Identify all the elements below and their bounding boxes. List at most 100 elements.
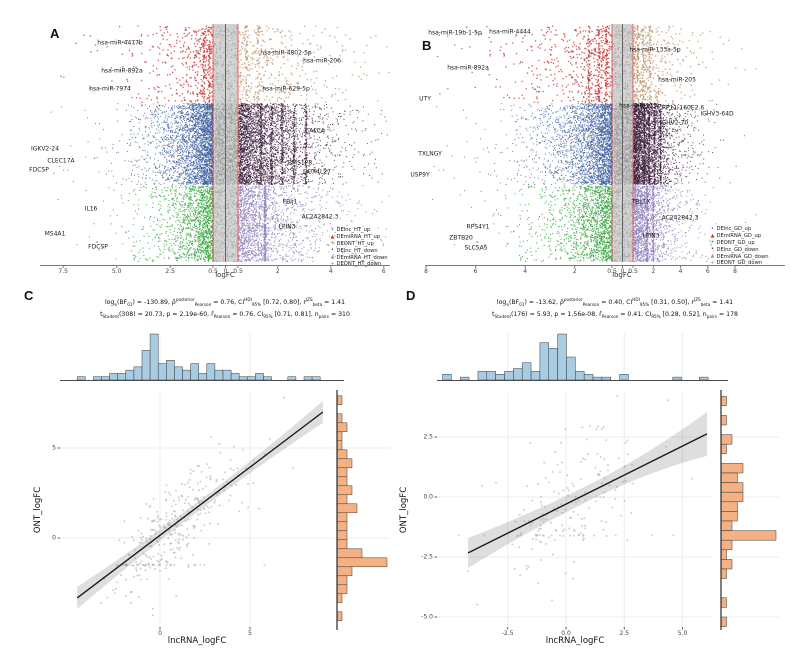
gene-label: SLC5A5 bbox=[464, 244, 488, 252]
legend-item-label: DEmiRNA_HT_down bbox=[336, 254, 388, 261]
legend-item-label: DEONT_GD_down bbox=[716, 260, 763, 267]
x-tick-label-a: 7.5 bbox=[58, 267, 68, 275]
gene-label: AC242842.3 bbox=[661, 214, 699, 222]
legend-marker-icon: ▲ bbox=[710, 253, 715, 260]
gene-label: hsa-miR-892a bbox=[101, 67, 143, 75]
gene-label: hsa-miR-892a bbox=[447, 64, 489, 72]
gene-label: ZBTB20 bbox=[449, 234, 473, 242]
x-tick-label-b: 4 bbox=[678, 267, 683, 275]
legend-marker-icon: • bbox=[331, 226, 334, 233]
panel-a-xaxis-label: logFC bbox=[215, 271, 235, 279]
panel-c-yaxis-label: ONT_logFC bbox=[33, 486, 43, 534]
legend-marker-icon: • bbox=[331, 247, 334, 254]
x-tick-label-d: 0.0 bbox=[561, 629, 571, 637]
legend-marker-icon: + bbox=[710, 239, 715, 246]
x-tick-label-a: 0.5 bbox=[208, 267, 218, 275]
gene-label: TBL1X bbox=[631, 198, 651, 206]
y-tick-label-d: 0.0 bbox=[423, 493, 433, 501]
legend-item: ▲ DEmiRNA_HT_down bbox=[330, 254, 388, 261]
y-tick-label-d: -2.5 bbox=[421, 553, 433, 561]
y-tick-label-d: 2.5 bbox=[423, 433, 433, 441]
legend-marker-icon: + bbox=[710, 259, 715, 266]
gene-label: RPS4Y1 bbox=[466, 223, 490, 231]
gene-label: BMS1P8 bbox=[287, 159, 313, 167]
x-tick-label-a: 4 bbox=[328, 267, 333, 275]
y-tick-label-d: -5.0 bbox=[421, 613, 433, 621]
gene-label: hsa-miR-4802-5p bbox=[260, 49, 312, 57]
gene-label: hsa-miR-133b bbox=[619, 102, 661, 110]
legend-item: + DEONT_GD_down bbox=[710, 260, 769, 267]
gene-label: FDCSP bbox=[29, 166, 49, 174]
gene-label: hsa-miR-206 bbox=[303, 57, 341, 65]
gene-label: LPIN3 bbox=[642, 232, 660, 240]
x-tick-label-d: 2.5 bbox=[619, 629, 630, 637]
gene-label: UTY bbox=[419, 95, 431, 103]
panel-c-tag: C bbox=[24, 288, 34, 303]
legend-item: ▲ DEmiRNA_GD_down bbox=[710, 253, 769, 260]
legend-item: + DEONT_HT_up bbox=[330, 241, 388, 248]
x-tick-label-a: 2 bbox=[275, 267, 280, 275]
gene-label: MS4A1 bbox=[44, 230, 66, 238]
legend-item-label: DEmiRNA_HT_up bbox=[336, 234, 381, 241]
legend-item-label: DElnc_GD_down bbox=[716, 246, 759, 253]
gene-label: IL16 bbox=[84, 205, 98, 213]
y-tick-label-c: 0 bbox=[52, 534, 56, 542]
gene-label: hsa-miR-4444 bbox=[489, 28, 531, 36]
legend-a: • DElnc_HT_up ▲ DEmiRNA_HT_up + DEONT_HT_up • D… bbox=[330, 226, 388, 268]
x-tick-label-b: 6 bbox=[705, 267, 710, 275]
panel-d-yaxis-label: ONT_logFC bbox=[399, 486, 409, 534]
gene-label: hsa-miR-133a-5p bbox=[629, 46, 681, 54]
legend-item-label: DEONT_GD_up bbox=[716, 239, 755, 246]
panel-d-stats-line1: loge(BF01) = -13.62, ρ̂posteriorPearson … bbox=[496, 296, 734, 308]
x-tick-label-b: 0.5 bbox=[628, 267, 638, 275]
legend-item-label: DElnc_GD_up bbox=[716, 226, 752, 233]
legend-item-label: DEONT_HT_up bbox=[336, 240, 374, 247]
gene-label: DUX4L27 bbox=[303, 168, 331, 176]
legend-item-label: DEONT_HT_down bbox=[336, 261, 382, 268]
legend-b: • DElnc_GD_up ▲ DEmiRNA_GD_up + DEONT_GD_up • D… bbox=[710, 226, 769, 267]
x-tick-label-b: 6 bbox=[473, 267, 478, 275]
gene-label: LPIN3 bbox=[278, 223, 296, 231]
legend-marker-icon: ▲ bbox=[330, 254, 335, 261]
gene-label: IGHV2-70 bbox=[659, 119, 689, 127]
legend-marker-icon: + bbox=[330, 260, 335, 267]
panel-d-stats-line2: tStudent(176) = 5.93, p = 1.56e-08, r̂Pe… bbox=[492, 311, 738, 320]
legend-item: ▲ DEmiRNA_GD_up bbox=[710, 233, 769, 240]
legend-item: • DElnc_HT_down bbox=[330, 247, 388, 254]
legend-marker-icon: • bbox=[711, 225, 714, 232]
panel-d-xaxis-label: lncRNA_logFC bbox=[545, 636, 605, 646]
gene-label: IGKV2-24 bbox=[30, 145, 60, 153]
panel-a-tag: A bbox=[50, 26, 60, 41]
legend-item: + DEONT_GD_up bbox=[710, 240, 769, 247]
x-tick-label-b: 2 bbox=[572, 267, 577, 275]
legend-item: • DElnc_GD_down bbox=[710, 246, 769, 253]
legend-item: • DElnc_GD_up bbox=[710, 226, 769, 233]
x-tick-label-a: 2.5 bbox=[165, 267, 175, 275]
gene-label: IGHV3-64D bbox=[700, 110, 734, 118]
legend-item: ▲ DEmiRNA_HT_up bbox=[330, 234, 388, 241]
legend-item-label: DElnc_HT_down bbox=[336, 247, 378, 254]
panel-d-tag: D bbox=[406, 288, 416, 303]
gene-label: hsa-miR-7974 bbox=[89, 85, 131, 93]
legend-marker-icon: • bbox=[711, 246, 714, 253]
x-tick-label-c: 0 bbox=[158, 629, 162, 637]
legend-item-label: DEmiRNA_GD_up bbox=[716, 233, 762, 240]
legend-marker-icon: ▲ bbox=[710, 232, 715, 239]
legend-marker-icon: ▲ bbox=[330, 233, 335, 240]
gene-label: hsa-miR-4477b bbox=[97, 39, 143, 47]
legend-marker-icon: + bbox=[330, 240, 335, 247]
x-tick-label-b: 8 bbox=[424, 267, 428, 275]
panel-b-tag: B bbox=[422, 38, 432, 53]
gene-label: CALCA bbox=[305, 127, 325, 135]
gene-label: RP11-160E2.6 bbox=[661, 104, 705, 112]
x-tick-label-b: 0 bbox=[620, 267, 625, 275]
panel-c-xaxis-label: lncRNA_logFC bbox=[167, 636, 227, 646]
panel-b-xaxis-label: logFC bbox=[612, 271, 632, 279]
x-tick-label-a: 0 bbox=[223, 267, 228, 275]
x-tick-label-c: 5 bbox=[248, 629, 252, 637]
gene-label: USP9Y bbox=[410, 171, 430, 179]
y-tick-label-c: 5 bbox=[52, 444, 56, 452]
legend-item: + DEONT_HT_down bbox=[330, 261, 388, 268]
